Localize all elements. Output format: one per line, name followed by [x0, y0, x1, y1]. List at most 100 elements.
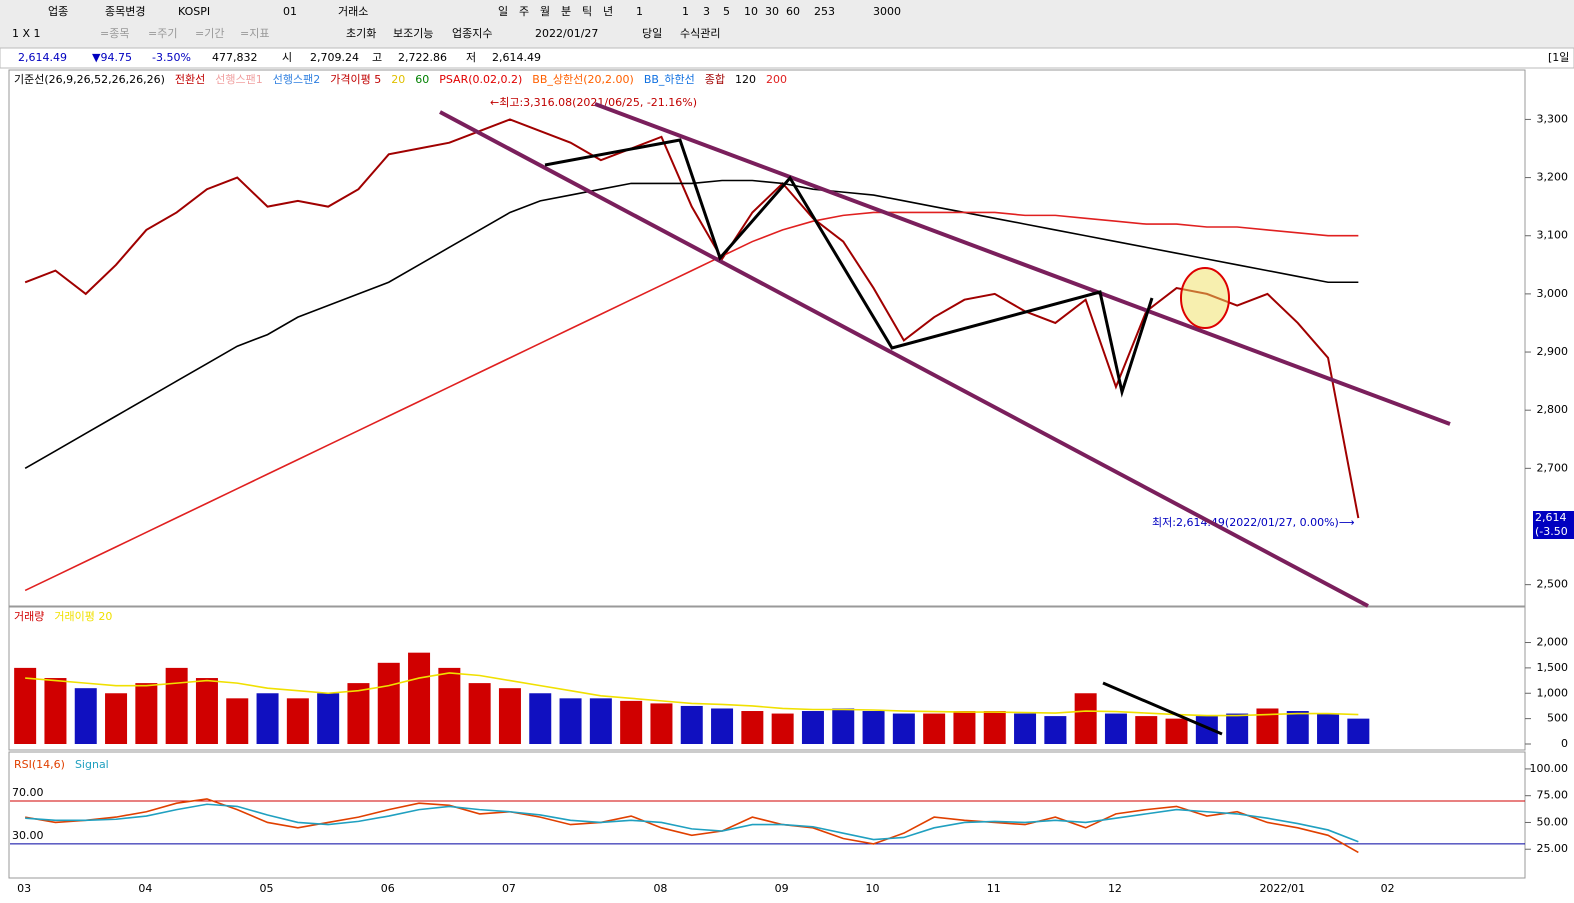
toolbar-item[interactable]: KOSPI — [178, 5, 210, 18]
x-tick-label: 03 — [17, 882, 31, 895]
toolbar-item[interactable]: 1 — [682, 5, 689, 18]
y-tick-label: 0 — [1561, 737, 1568, 750]
volume-bar — [892, 713, 915, 744]
volume-bar — [1165, 718, 1188, 744]
volume-bar — [44, 678, 67, 744]
series-line — [24, 179, 1359, 470]
toolbar-item[interactable]: =지표 — [240, 27, 269, 40]
x-tick-label: 11 — [987, 882, 1001, 895]
toolbar-item[interactable]: 당일 — [642, 26, 662, 40]
x-tick-label: 2022/01 — [1259, 882, 1305, 895]
quote-bar — [0, 47, 1574, 69]
toolbar-item[interactable]: =기간 — [195, 27, 224, 40]
y-tick-label: 25.00 — [1537, 842, 1569, 855]
volume-bar — [1226, 713, 1249, 744]
quote-value: -3.50% — [152, 51, 191, 64]
volume-bar — [105, 693, 128, 744]
toolbar-item[interactable]: 년 — [603, 5, 613, 18]
x-tick-label: 07 — [502, 882, 516, 895]
y-tick-label: 2,500 — [1537, 578, 1569, 591]
toolbar-item[interactable]: 월 — [540, 5, 550, 18]
toolbar-item[interactable]: 1 — [636, 5, 643, 18]
series-line — [25, 798, 1359, 854]
toolbar-item[interactable]: 3000 — [873, 5, 901, 18]
last-price-box — [1533, 511, 1574, 539]
legend-item: 60 — [415, 73, 429, 86]
toolbar-item[interactable]: 일 — [498, 4, 508, 18]
volume-bar — [559, 698, 582, 744]
legend-item: Signal — [75, 758, 109, 771]
volume-bar — [801, 711, 824, 744]
reference-label: 30.00 — [12, 829, 44, 842]
toolbar-item[interactable]: 5 — [723, 5, 730, 18]
x-tick-label: 08 — [653, 882, 667, 895]
series-line — [25, 672, 1359, 717]
volume-bar — [74, 688, 97, 744]
legend-item: BB_상한선(20,2.00) — [532, 73, 634, 86]
toolbar-item[interactable]: 30 — [765, 5, 779, 18]
corner-label: [1일 — [1548, 50, 1569, 64]
legend-item: 20 — [391, 73, 405, 86]
volume-bar — [953, 711, 976, 744]
volume-trend-line — [1102, 681, 1223, 736]
quote-value: 시 — [282, 51, 292, 64]
toolbar-item[interactable]: 거래소 — [338, 5, 368, 18]
volume-bar — [923, 713, 946, 744]
trend-line — [594, 102, 1451, 426]
volume-bar — [1044, 716, 1067, 744]
legend-item: 선행스팬2 — [273, 73, 320, 86]
toolbar-item[interactable]: 초기화 — [346, 27, 376, 40]
legend-item: 종합 — [705, 73, 725, 86]
volume-bar — [377, 662, 400, 744]
x-tick-label: 09 — [775, 882, 789, 895]
y-tick-label: 3,100 — [1537, 229, 1569, 242]
last-change: (-3.50 — [1535, 525, 1568, 538]
legend-item: 선행스팬1 — [215, 73, 262, 86]
toolbar-item[interactable]: 1 X 1 — [12, 27, 41, 40]
volume-bar — [620, 700, 643, 744]
volume-bar — [195, 678, 218, 744]
toolbar-item[interactable]: 틱 — [582, 5, 592, 18]
toolbar-item[interactable]: 주 — [519, 5, 529, 18]
legend-item: BB_하한선 — [644, 72, 695, 86]
x-tick-label: 10 — [866, 882, 880, 895]
toolbar-item[interactable]: 60 — [786, 5, 800, 18]
y-tick-label: 1,000 — [1537, 686, 1569, 699]
volume-bar — [832, 708, 855, 744]
y-tick-label: 500 — [1547, 712, 1568, 725]
volume-bar — [438, 667, 461, 744]
quote-value: 2,614.49 — [492, 51, 541, 64]
y-tick-label: 75.00 — [1537, 789, 1569, 802]
volume-bar — [1347, 718, 1370, 744]
toolbar-item[interactable]: 10 — [744, 5, 758, 18]
toolbar-item[interactable]: 종목변경 — [105, 5, 145, 18]
volume-bar — [226, 698, 249, 744]
y-tick-label: 3,000 — [1537, 287, 1569, 300]
legend-item: 기준선(26,9,26,52,26,26,26) — [14, 73, 165, 86]
toolbar-item[interactable]: 253 — [814, 5, 835, 18]
toolbar-item[interactable]: =주기 — [148, 27, 177, 40]
quote-value: 2,614.49 — [18, 51, 67, 64]
y-tick-label: 2,800 — [1537, 403, 1569, 416]
toolbar-item[interactable]: 업종 — [48, 5, 68, 18]
volume-bar — [711, 708, 734, 744]
toolbar-item[interactable]: 보조기능 — [393, 27, 433, 40]
quote-value: 477,832 — [212, 51, 258, 64]
toolbar-item[interactable]: =종목 — [100, 27, 129, 40]
toolbar-item[interactable]: 업종지수 — [452, 27, 492, 40]
y-tick-label: 1,500 — [1537, 661, 1569, 674]
price-panel — [8, 69, 1526, 607]
toolbar-item[interactable]: 01 — [283, 5, 297, 18]
volume-bar — [1317, 713, 1340, 744]
toolbar-item[interactable]: 2022/01/27 — [535, 27, 598, 40]
series-line — [25, 803, 1359, 843]
volume-bar — [862, 711, 885, 744]
volume-bar — [589, 698, 612, 744]
toolbar-item[interactable]: 3 — [703, 5, 710, 18]
volume-panel — [8, 606, 1526, 751]
volume-bar — [771, 713, 794, 744]
toolbar-item[interactable]: 분 — [561, 5, 571, 18]
legend-item: 120 — [735, 73, 756, 86]
toolbar-item[interactable]: 수식관리 — [680, 27, 720, 40]
x-tick-label: 02 — [1381, 882, 1395, 895]
